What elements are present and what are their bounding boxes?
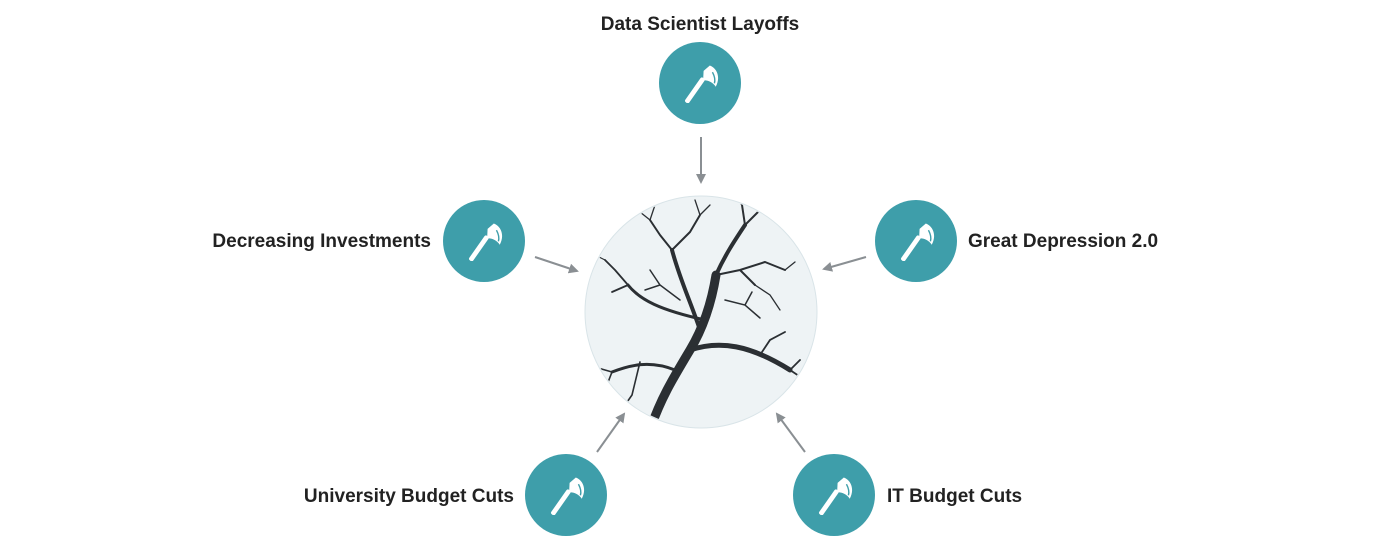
center-tree-image <box>584 195 818 429</box>
node-label: University Budget Cuts <box>304 486 514 507</box>
arrow-bottom-left <box>596 412 626 453</box>
bare-tree-icon <box>589 197 806 427</box>
arrows <box>534 137 867 453</box>
node-bottom-left: University Budget Cuts <box>304 454 607 536</box>
arrow-left <box>534 256 579 274</box>
node-label: Great Depression 2.0 <box>968 231 1158 252</box>
node-label: Decreasing Investments <box>212 231 431 252</box>
node-left: Decreasing Investments <box>212 200 525 282</box>
node-bottom-right: IT Budget Cuts <box>793 454 1022 536</box>
node-label: Data Scientist Layoffs <box>601 14 800 35</box>
node-top: Data Scientist Layoffs <box>601 14 800 124</box>
arrow-right <box>822 256 867 272</box>
arrow-bottom-right <box>775 412 806 453</box>
node-right: Great Depression 2.0 <box>875 200 1158 282</box>
node-label: IT Budget Cuts <box>887 486 1022 507</box>
